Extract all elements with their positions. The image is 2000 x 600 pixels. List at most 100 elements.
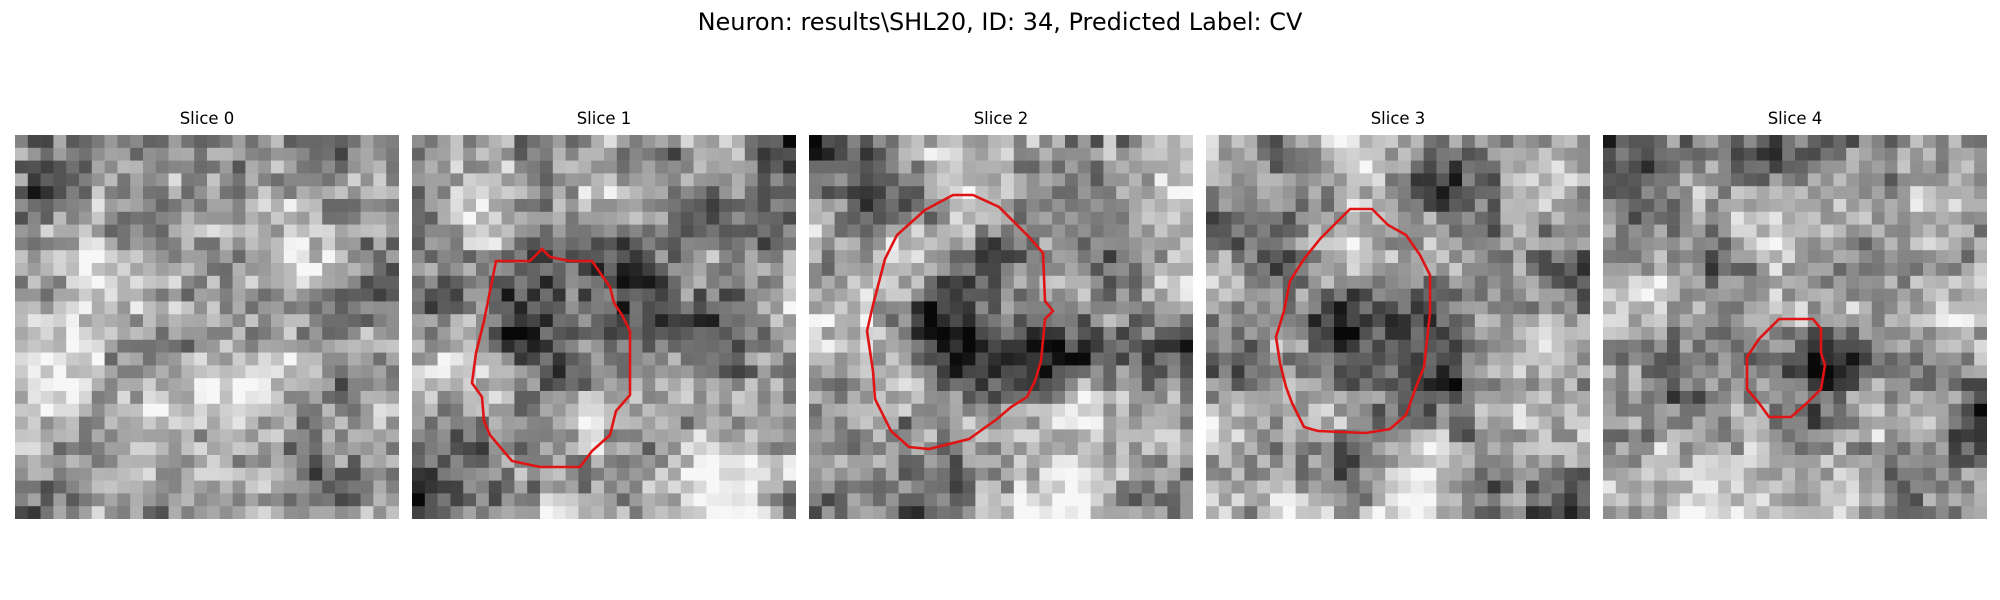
image-pixel	[744, 493, 758, 507]
image-pixel	[1820, 135, 1834, 149]
image-pixel	[322, 467, 336, 481]
image-pixel	[1718, 301, 1732, 315]
image-pixel	[732, 199, 746, 213]
image-pixel	[1833, 250, 1847, 264]
image-pixel	[1001, 467, 1015, 481]
image-pixel	[412, 211, 426, 225]
image-pixel	[962, 301, 976, 315]
image-pixel	[463, 493, 477, 507]
image-pixel	[591, 378, 605, 392]
image-pixel	[1538, 391, 1552, 405]
image-pixel	[1065, 442, 1079, 456]
image-pixel	[962, 147, 976, 161]
image-pixel	[975, 403, 989, 417]
image-pixel	[258, 327, 272, 341]
image-pixel	[757, 275, 771, 289]
image-pixel	[271, 493, 285, 507]
image-pixel	[1782, 416, 1796, 430]
image-pixel	[296, 493, 310, 507]
image-pixel	[642, 506, 656, 519]
image-pixel	[949, 506, 963, 519]
image-pixel	[117, 416, 131, 430]
image-pixel	[975, 237, 989, 251]
image-pixel	[1001, 135, 1015, 149]
image-pixel	[1282, 147, 1296, 161]
image-pixel	[194, 480, 208, 494]
image-pixel	[1603, 147, 1617, 161]
image-pixel	[1257, 506, 1271, 519]
image-pixel	[565, 506, 579, 519]
image-pixel	[821, 173, 835, 187]
image-pixel	[1603, 455, 1617, 469]
image-pixel	[1065, 429, 1079, 443]
image-pixel	[15, 467, 29, 481]
image-pixel	[591, 480, 605, 494]
image-pixel	[1001, 263, 1015, 277]
image-pixel	[1628, 288, 1642, 302]
image-pixel	[783, 288, 796, 302]
image-pixel	[514, 199, 528, 213]
image-pixel	[1385, 429, 1399, 443]
image-pixel	[1935, 480, 1949, 494]
image-pixel	[1692, 263, 1706, 277]
image-pixel	[898, 301, 912, 315]
image-pixel	[1923, 250, 1937, 264]
image-pixel	[271, 211, 285, 225]
image-pixel	[1244, 173, 1258, 187]
image-pixel	[219, 160, 233, 174]
image-pixel	[1513, 263, 1527, 277]
image-pixel	[1372, 301, 1386, 315]
image-pixel	[1129, 391, 1143, 405]
image-pixel	[898, 224, 912, 238]
image-pixel	[680, 429, 694, 443]
image-pixel	[1679, 263, 1693, 277]
image-pixel	[924, 416, 938, 430]
image-pixel	[680, 263, 694, 277]
image-pixel	[450, 147, 464, 161]
image-pixel	[207, 416, 221, 430]
image-pixel	[1935, 378, 1949, 392]
image-pixel	[15, 429, 29, 443]
image-pixel	[1910, 314, 1924, 328]
image-pixel	[1103, 199, 1117, 213]
image-pixel	[1884, 455, 1898, 469]
image-pixel	[1603, 429, 1617, 443]
image-pixel	[1679, 339, 1693, 353]
image-pixel	[1795, 135, 1809, 149]
image-pixel	[143, 147, 157, 161]
image-pixel	[1180, 263, 1193, 277]
image-pixel	[1910, 327, 1924, 341]
image-pixel	[1423, 416, 1437, 430]
image-pixel	[1820, 429, 1834, 443]
image-pixel	[130, 403, 144, 417]
image-pixel	[1654, 339, 1668, 353]
image-pixel	[809, 314, 823, 328]
image-pixel	[1603, 199, 1617, 213]
image-pixel	[1244, 391, 1258, 405]
image-pixel	[1756, 467, 1770, 481]
image-pixel	[1615, 391, 1629, 405]
image-pixel	[143, 199, 157, 213]
image-pixel	[616, 288, 630, 302]
image-pixel	[130, 467, 144, 481]
image-pixel	[1167, 250, 1181, 264]
image-pixel	[1731, 378, 1745, 392]
image-pixel	[924, 403, 938, 417]
image-pixel	[1090, 288, 1104, 302]
image-pixel	[501, 186, 515, 200]
image-pixel	[1897, 467, 1911, 481]
image-pixel	[1603, 339, 1617, 353]
image-pixel	[783, 147, 796, 161]
image-pixel	[1167, 391, 1181, 405]
image-pixel	[1935, 275, 1949, 289]
image-pixel	[1103, 314, 1117, 328]
image-pixel	[437, 327, 451, 341]
image-pixel	[488, 391, 502, 405]
image-pixel	[437, 211, 451, 225]
image-pixel	[1449, 442, 1463, 456]
image-pixel	[1398, 275, 1412, 289]
image-pixel	[258, 378, 272, 392]
image-pixel	[757, 365, 771, 379]
image-pixel	[53, 352, 67, 366]
image-pixel	[1039, 365, 1053, 379]
